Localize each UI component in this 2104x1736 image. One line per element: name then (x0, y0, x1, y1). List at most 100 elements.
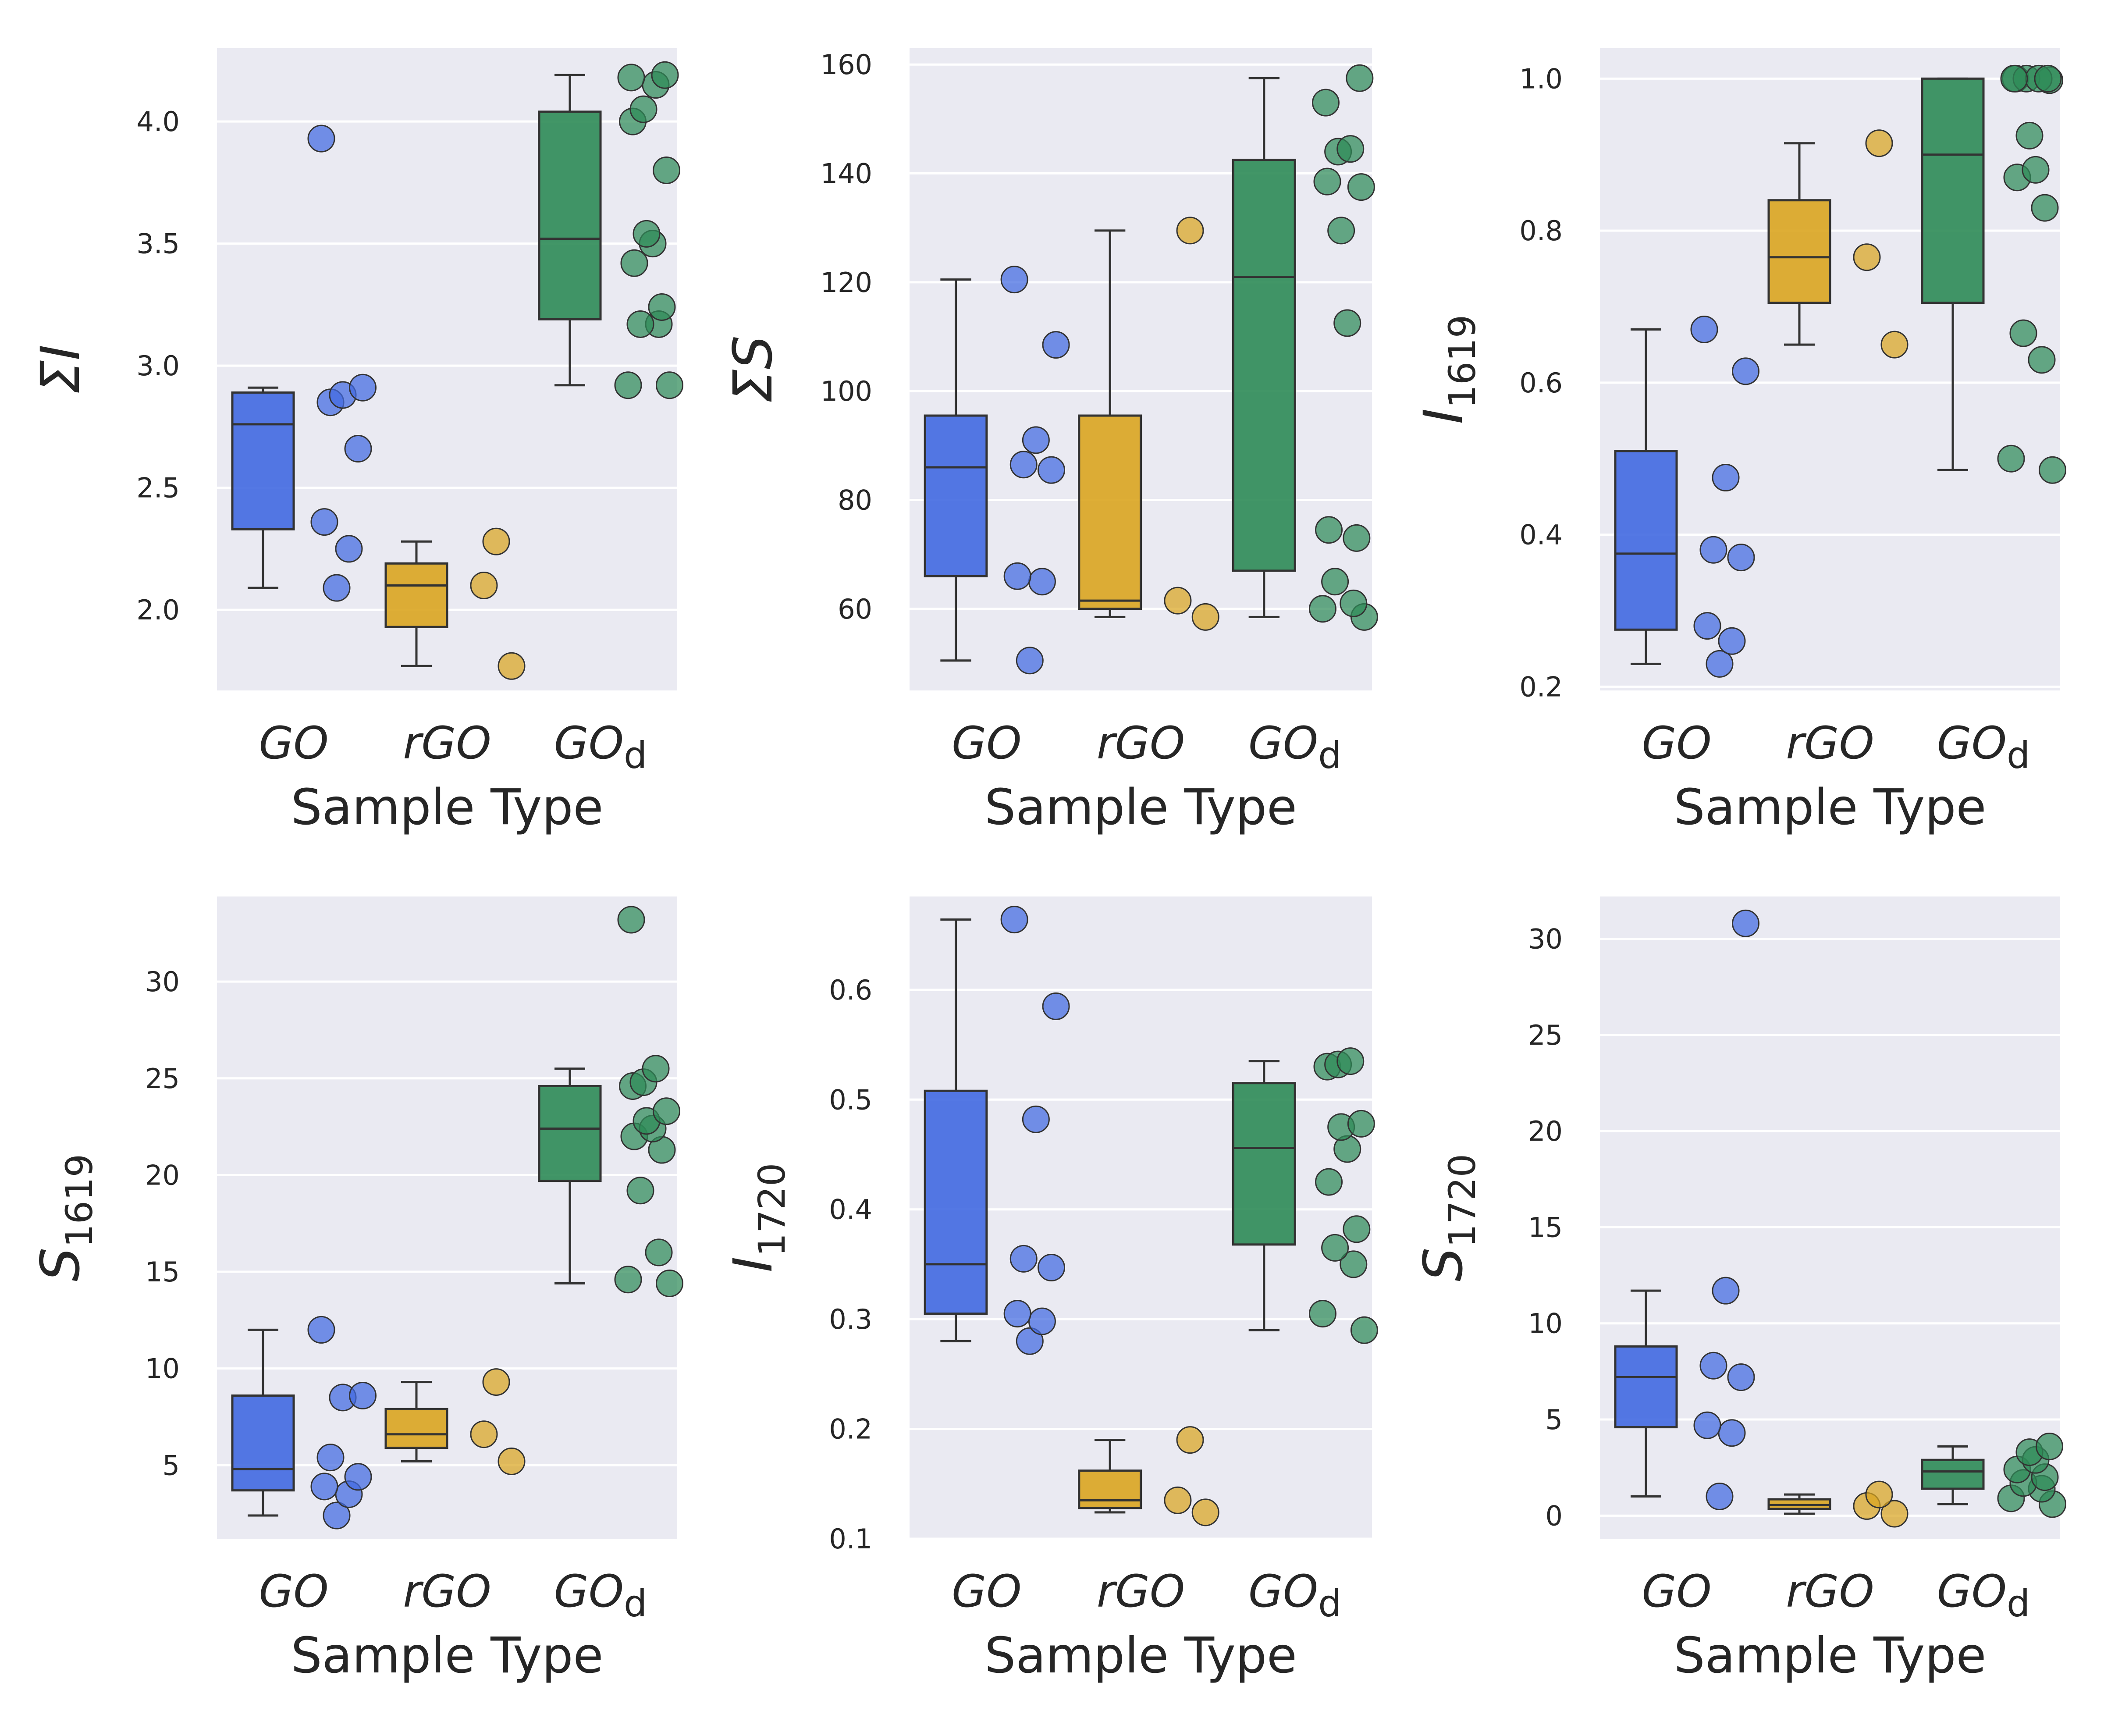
x-axis-label: Sample Type (984, 779, 1297, 836)
box-iqr (538, 1085, 602, 1182)
data-point (1003, 562, 1031, 590)
data-point (1022, 1105, 1050, 1133)
data-point (1042, 331, 1070, 359)
box-GOd (1921, 1432, 2066, 1518)
data-point (1028, 568, 1056, 596)
data-point (1343, 524, 1371, 552)
data-point (651, 61, 679, 89)
y-tick-label: 0.2 (829, 1413, 872, 1445)
data-point (1164, 587, 1192, 615)
y-tick-label: 30 (145, 966, 180, 998)
y-tick-label: 0.4 (1519, 519, 1563, 551)
data-point (1016, 1327, 1044, 1355)
y-axis-label: S1720 (1412, 1154, 1484, 1281)
y-tick-label: 10 (145, 1353, 180, 1385)
x-tick-label: GOd (1248, 1565, 1342, 1625)
y-axis-label: I1720 (722, 1163, 793, 1273)
x-axis-label: Sample Type (291, 1627, 604, 1684)
y-axis-label: S1619 (29, 1154, 101, 1281)
data-point (1693, 1411, 1721, 1439)
y-tick-label: 0.4 (829, 1194, 872, 1226)
data-point (1164, 1486, 1192, 1514)
data-point (1853, 243, 1881, 271)
x-tick-label: GO (1642, 1565, 1711, 1618)
data-point (1727, 1363, 1755, 1391)
data-point (653, 1097, 680, 1125)
data-point (617, 64, 645, 92)
box-GOd (1232, 64, 1378, 631)
data-point (1000, 906, 1028, 934)
box-iqr (1078, 414, 1142, 610)
data-point (620, 249, 648, 277)
data-point (1347, 1110, 1375, 1138)
x-tick-label: GO (1642, 717, 1711, 769)
data-point (1336, 135, 1365, 163)
box-GOd (1921, 64, 2066, 484)
y-tick-label: 0.3 (829, 1303, 872, 1335)
data-point (1350, 1316, 1378, 1344)
data-point (1016, 647, 1044, 675)
y-tick-label: 20 (145, 1159, 180, 1191)
y-tick-label: 0 (1546, 1500, 1563, 1532)
data-point (1009, 1245, 1038, 1273)
data-point (323, 574, 351, 602)
data-point (344, 1463, 372, 1491)
data-point (323, 1501, 351, 1530)
data-point (1191, 603, 1219, 631)
data-point (656, 371, 683, 399)
data-point (1340, 1250, 1368, 1278)
data-point (1347, 173, 1375, 201)
y-tick-label: 80 (838, 484, 872, 516)
data-point (617, 906, 645, 934)
x-tick-label: rGO (403, 717, 491, 769)
box-rGO (1767, 129, 1909, 359)
y-tick-label: 0.1 (829, 1523, 872, 1555)
y-tick-label: 3.5 (136, 228, 180, 260)
data-point (498, 1447, 526, 1475)
box-iqr (924, 1089, 988, 1315)
data-point (1333, 309, 1361, 337)
x-axis-label: Sample Type (291, 779, 604, 836)
data-point (1712, 464, 1740, 492)
box-iqr (1921, 1459, 1985, 1490)
data-point (307, 125, 335, 153)
x-tick-label: GOd (554, 1565, 647, 1625)
box-iqr (924, 414, 988, 577)
x-tick-label: GOd (1248, 717, 1342, 777)
data-point (307, 1316, 335, 1344)
data-point (1191, 1498, 1219, 1526)
data-point (1321, 568, 1349, 596)
data-point (626, 1177, 654, 1205)
box-GOd (1232, 1047, 1378, 1344)
data-point (1699, 536, 1727, 564)
y-tick-label: 20 (1528, 1115, 1563, 1147)
y-tick-label: 15 (1528, 1211, 1563, 1243)
data-point (482, 527, 510, 555)
box-GO (924, 906, 1070, 1355)
box-iqr (1614, 1345, 1678, 1429)
data-point (1693, 612, 1721, 640)
data-point (1706, 650, 1734, 678)
data-point (2022, 156, 2050, 184)
box-rGO (384, 527, 526, 680)
x-tick-label: rGO (403, 1565, 491, 1618)
data-point (1327, 217, 1355, 245)
data-point (1699, 1352, 1727, 1380)
data-point (1690, 315, 1718, 343)
x-axis-label: Sample Type (1674, 779, 1987, 836)
y-tick-label: 30 (1528, 923, 1563, 955)
data-point (1028, 1307, 1056, 1335)
data-point (482, 1368, 510, 1396)
data-point (645, 1238, 673, 1266)
data-point (335, 535, 363, 563)
data-point (1038, 1253, 1066, 1281)
data-point (349, 1381, 377, 1409)
data-point (2036, 1432, 2063, 1460)
data-point (1312, 89, 1340, 117)
data-point (344, 435, 372, 463)
box-GO (924, 266, 1070, 675)
y-tick-label: 4.0 (136, 106, 180, 138)
box-iqr (231, 1394, 295, 1492)
